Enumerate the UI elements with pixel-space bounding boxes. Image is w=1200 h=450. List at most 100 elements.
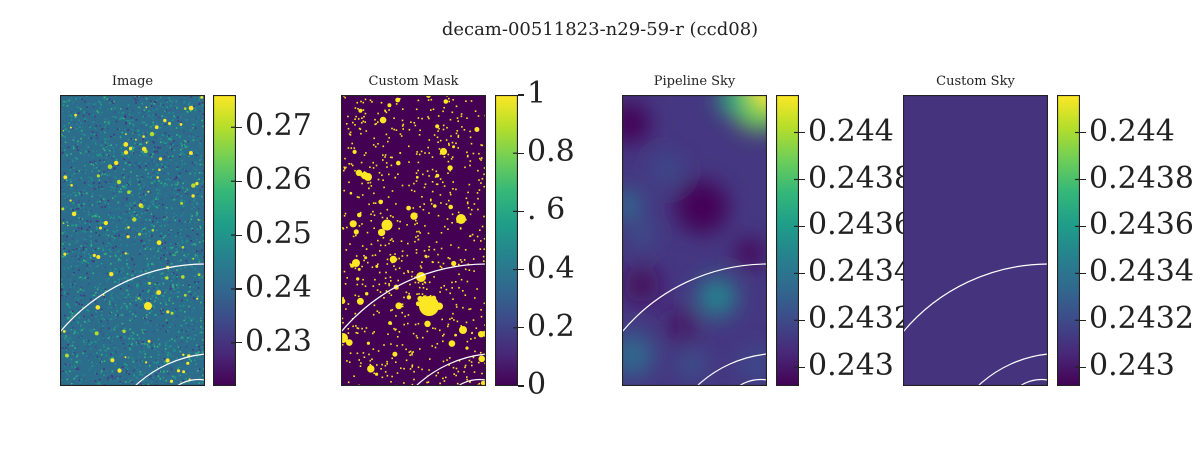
- noise-pixel: [189, 110, 192, 112]
- noise-pixel: [151, 295, 154, 297]
- noise-pixel: [74, 207, 77, 209]
- noise-pixel: [88, 154, 90, 156]
- source-blob: [181, 246, 185, 249]
- noise-pixel: [129, 241, 131, 243]
- noise-pixel: [189, 135, 191, 138]
- noise-pixel: [153, 174, 155, 177]
- mask-pixel: [403, 296, 405, 299]
- noise-pixel: [164, 182, 166, 185]
- noise-pixel: [64, 293, 66, 296]
- noise-pixel: [199, 163, 202, 166]
- mask-pixel: [370, 185, 373, 187]
- noise-pixel: [182, 205, 185, 208]
- noise-pixel: [90, 334, 93, 337]
- noise-pixel: [195, 162, 198, 165]
- noise-pixel: [157, 146, 159, 148]
- noise-pixel: [180, 261, 182, 264]
- noise-pixel: [80, 137, 82, 140]
- noise-pixel: [194, 225, 196, 228]
- noise-pixel: [64, 314, 66, 317]
- noise-pixel: [156, 287, 158, 289]
- mask-pixel: [377, 350, 380, 352]
- colorbar-tick-label: 0.26: [245, 162, 312, 198]
- mask-pixel: [467, 207, 470, 209]
- noise-pixel: [88, 254, 91, 257]
- mask-pixel: [430, 198, 432, 201]
- noise-pixel: [85, 144, 88, 146]
- noise-pixel: [133, 211, 136, 213]
- noise-pixel: [79, 95, 81, 97]
- noise-pixel: [157, 255, 160, 258]
- noise-pixel: [104, 201, 106, 204]
- noise-pixel: [141, 177, 143, 180]
- noise-pixel: [168, 284, 171, 287]
- noise-pixel: [125, 378, 127, 381]
- noise-pixel: [84, 231, 86, 233]
- mask-pixel: [442, 124, 445, 127]
- noise-pixel: [121, 314, 124, 316]
- mask-pixel: [411, 275, 413, 278]
- mask-pixel: [414, 223, 416, 226]
- mask-pixel: [442, 110, 444, 113]
- noise-pixel: [84, 255, 86, 257]
- noise-pixel: [66, 349, 68, 351]
- noise-pixel: [177, 284, 180, 286]
- noise-pixel: [167, 213, 170, 215]
- noise-pixel: [159, 302, 162, 305]
- noise-pixel: [94, 380, 97, 382]
- noise-pixel: [86, 272, 88, 275]
- noise-pixel: [194, 254, 197, 256]
- noise-pixel: [162, 134, 164, 136]
- noise-pixel: [164, 142, 167, 144]
- noise-pixel: [86, 301, 89, 304]
- mask-pixel: [392, 216, 394, 218]
- sky-blob: [622, 189, 643, 221]
- noise-pixel: [149, 377, 152, 379]
- noise-pixel: [63, 112, 66, 114]
- noise-pixel: [110, 258, 112, 260]
- mask-pixel: [347, 332, 350, 334]
- noise-pixel: [182, 151, 184, 153]
- noise-pixel: [202, 247, 204, 249]
- noise-pixel: [141, 239, 143, 242]
- noise-pixel: [191, 323, 194, 325]
- mask-pixel: [402, 128, 404, 130]
- noise-pixel: [197, 116, 199, 119]
- noise-pixel: [128, 378, 130, 380]
- noise-pixel: [100, 295, 102, 298]
- noise-pixel: [96, 383, 99, 385]
- source-blob: [147, 190, 150, 193]
- noise-pixel: [113, 116, 115, 118]
- noise-pixel: [121, 112, 124, 114]
- noise-pixel: [141, 341, 144, 343]
- mask-pixel: [430, 98, 433, 101]
- noise-pixel: [186, 227, 188, 229]
- source-blob: [124, 356, 127, 359]
- mask-pixel: [386, 217, 388, 219]
- noise-pixel: [183, 301, 186, 304]
- mask-pixel: [381, 216, 384, 219]
- noise-pixel: [101, 111, 103, 114]
- noise-pixel: [200, 350, 202, 353]
- mask-blob: [392, 351, 398, 357]
- noise-pixel: [81, 126, 84, 128]
- noise-pixel: [62, 255, 64, 258]
- mask-pixel: [396, 344, 398, 347]
- noise-pixel: [196, 151, 199, 154]
- noise-pixel: [198, 376, 201, 379]
- noise-pixel: [108, 123, 111, 125]
- mask-pixel: [349, 131, 352, 134]
- noise-pixel: [95, 232, 97, 234]
- noise-pixel: [63, 190, 65, 193]
- noise-pixel: [137, 284, 139, 287]
- noise-pixel: [202, 368, 205, 370]
- noise-pixel: [193, 105, 195, 108]
- noise-pixel: [194, 143, 197, 145]
- noise-pixel: [134, 161, 137, 164]
- noise-pixel: [157, 316, 160, 319]
- noise-pixel: [184, 113, 186, 115]
- noise-pixel: [153, 285, 156, 288]
- mask-pixel: [362, 120, 365, 123]
- noise-pixel: [78, 224, 81, 227]
- noise-pixel: [168, 373, 170, 375]
